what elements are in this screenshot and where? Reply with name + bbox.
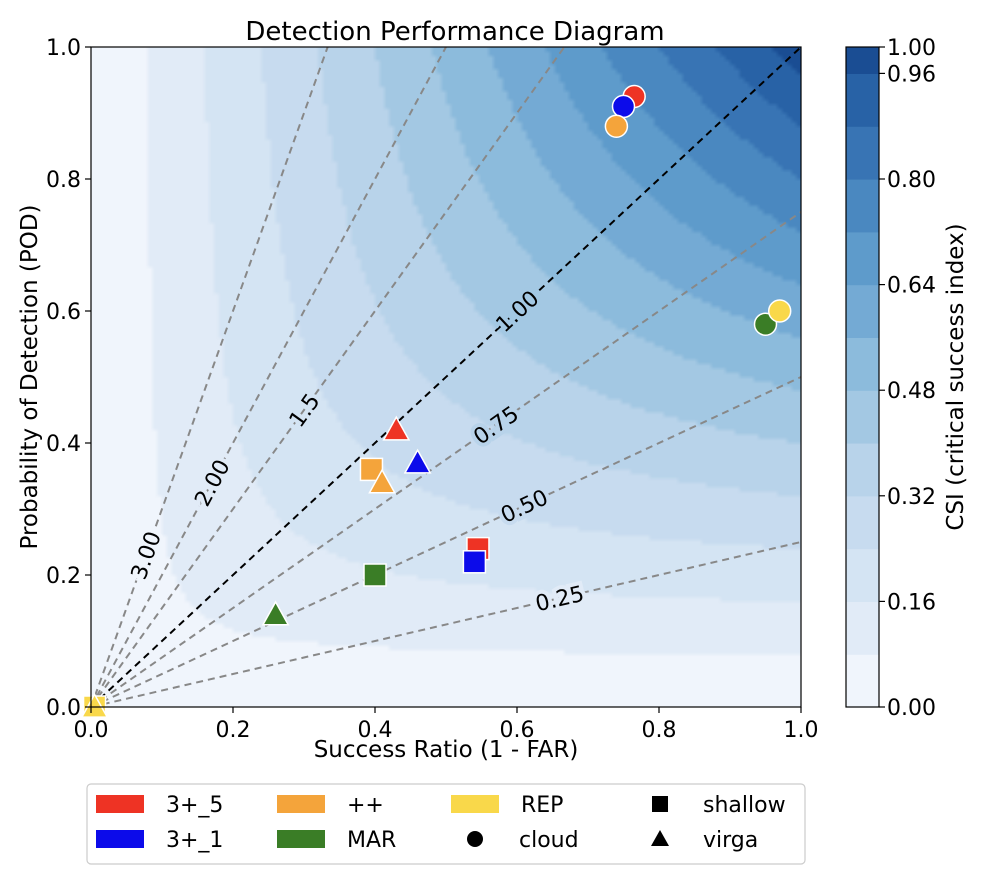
colorbar-band (846, 179, 879, 233)
legend-swatch (96, 830, 144, 848)
colorbar-tick-label: 0.32 (887, 485, 936, 510)
colorbar-tick-label: 0.96 (887, 62, 936, 87)
legend-swatch (277, 795, 325, 813)
colorbar-frame (845, 46, 880, 708)
bias-line (90, 46, 329, 708)
colorbar-band (846, 231, 879, 286)
y-axis-label: Probability of Detection (POD) (17, 204, 43, 549)
x-tick-label: 0.2 (216, 718, 251, 743)
colorbar-band (846, 47, 879, 74)
data-point-virga (403, 448, 432, 474)
bias-line (90, 46, 566, 708)
x-tick-label: 0.0 (74, 718, 109, 743)
colorbar-band (846, 73, 879, 127)
legend-label: REP (521, 793, 563, 818)
legend-swatch (277, 830, 325, 848)
colorbar-tick-label: 0.64 (887, 274, 936, 299)
legend-label: ++ (347, 793, 384, 818)
colorbar-band (846, 443, 879, 497)
bias-line (90, 541, 802, 708)
bias-line (90, 46, 802, 708)
legend-label: MAR (347, 828, 396, 853)
legend-label: 3+_5 (166, 793, 223, 818)
y-tick-label: 0.4 (46, 432, 81, 457)
colorbar-band (846, 126, 879, 180)
colorbar-tick-label: 0.48 (887, 379, 936, 404)
legend-marker (467, 831, 483, 847)
legend-label: 3+_1 (166, 828, 223, 853)
y-tick-label: 0.0 (46, 696, 81, 721)
data-markers (80, 84, 792, 719)
y-tick-label: 0.2 (46, 564, 81, 589)
x-axis-label: Success Ratio (1 - FAR) (314, 737, 579, 763)
x-tick-label: 1.0 (784, 718, 819, 743)
data-point-cloud (604, 114, 629, 138)
x-axis: 0.0 0.2 0.4 0.6 0.8 1.0 (74, 707, 819, 743)
legend-marker-label: cloud (519, 828, 579, 853)
colorbar-band (846, 548, 879, 602)
colorbar: 0.00 0.16 0.32 0.48 0.64 0.80 0.961.00 (845, 36, 936, 721)
legend-marker (651, 830, 669, 846)
y-tick-label: 1.0 (46, 36, 81, 61)
plot-frame (90, 46, 802, 708)
colorbar-band (846, 495, 879, 550)
data-point-cloud (767, 299, 792, 323)
colorbar-band (846, 337, 879, 391)
x-tick-label: 0.6 (500, 718, 535, 743)
colorbar-tick-label: 0.16 (887, 590, 936, 615)
legend-swatch (451, 795, 499, 813)
colorbar-tick-label: 1.00 (887, 36, 936, 61)
data-point-cloud (611, 94, 636, 119)
bias-line (90, 46, 447, 708)
colorbar-band (846, 390, 879, 444)
x-tick-label: 0.4 (358, 718, 393, 743)
legend-box (86, 783, 806, 865)
bias-line (90, 376, 802, 708)
data-point-shallow (363, 563, 387, 587)
legend-marker-label: shallow (703, 793, 786, 818)
legend-marker (652, 796, 668, 812)
data-point-virga (261, 600, 290, 626)
colorbar-band (846, 654, 879, 708)
colorbar-band (846, 601, 879, 655)
bias-line (90, 211, 802, 708)
y-tick-label: 0.8 (46, 168, 81, 193)
chart-title: Detection Performance Diagram (245, 17, 664, 47)
legend: 3+_5 3+_1 ++ MAR REP shallow cloud virga (86, 783, 806, 865)
colorbar-tick-label: 0.80 (887, 168, 936, 193)
colorbar-tick-label: 0.00 (887, 696, 936, 721)
data-point-virga (80, 692, 109, 718)
y-axis: 0.0 0.2 0.4 0.6 0.8 1.0 (46, 36, 91, 721)
x-tick-label: 0.8 (642, 718, 677, 743)
legend-swatch (96, 795, 144, 813)
data-point-virga (368, 468, 397, 494)
data-point-virga (382, 415, 411, 441)
plot-area: 3.002.001.51.000.750.500.25 (80, 46, 802, 719)
colorbar-label: CSI (critical success index) (943, 223, 969, 530)
colorbar-band (846, 284, 879, 338)
y-tick-label: 0.6 (46, 300, 81, 325)
legend-marker-label: virga (703, 828, 758, 853)
data-point-shallow (462, 550, 487, 574)
